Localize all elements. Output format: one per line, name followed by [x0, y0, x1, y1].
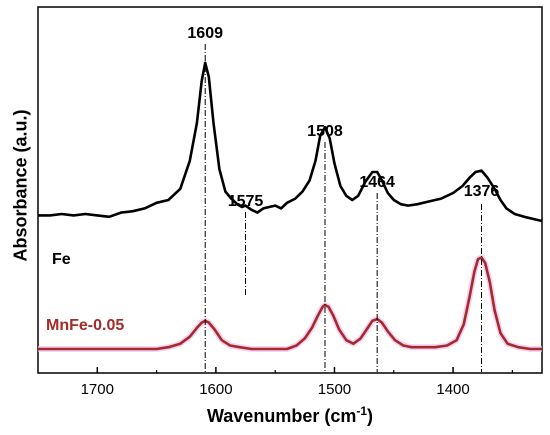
- x-tick-label-1400: 1400: [436, 381, 469, 398]
- x-tick-label-1600: 1600: [199, 381, 232, 398]
- plot-frame: [37, 6, 543, 374]
- series-label-fe: Fe: [52, 251, 71, 268]
- x-tick-label-1500: 1500: [318, 381, 351, 398]
- peak-label-1376: 1376: [464, 183, 500, 200]
- x-axis-label: Wavenumber (cm-1): [38, 404, 542, 427]
- peak-label-1464: 1464: [359, 174, 395, 191]
- x-axis-label-end: ): [367, 406, 374, 426]
- series-label-mnfe-0-05: MnFe-0.05: [46, 317, 124, 334]
- x-axis-label-main: Wavenumber (cm: [206, 406, 357, 426]
- series-halo-mnfe-0-05: [38, 254, 542, 352]
- series-line-mnfe-0-05: [38, 256, 542, 351]
- series-line-fe: [38, 61, 543, 223]
- y-axis-label-text: Absorbance (a.u.): [10, 108, 31, 262]
- peak-label-1609: 1609: [187, 25, 223, 42]
- peak-label-1508: 1508: [307, 123, 343, 140]
- peak-label-1575: 1575: [228, 193, 264, 210]
- x-axis-label-superscript: -1: [356, 404, 368, 418]
- x-tick-label-1700: 1700: [81, 381, 114, 398]
- y-axis-label: Absorbance (a.u.): [4, 0, 38, 370]
